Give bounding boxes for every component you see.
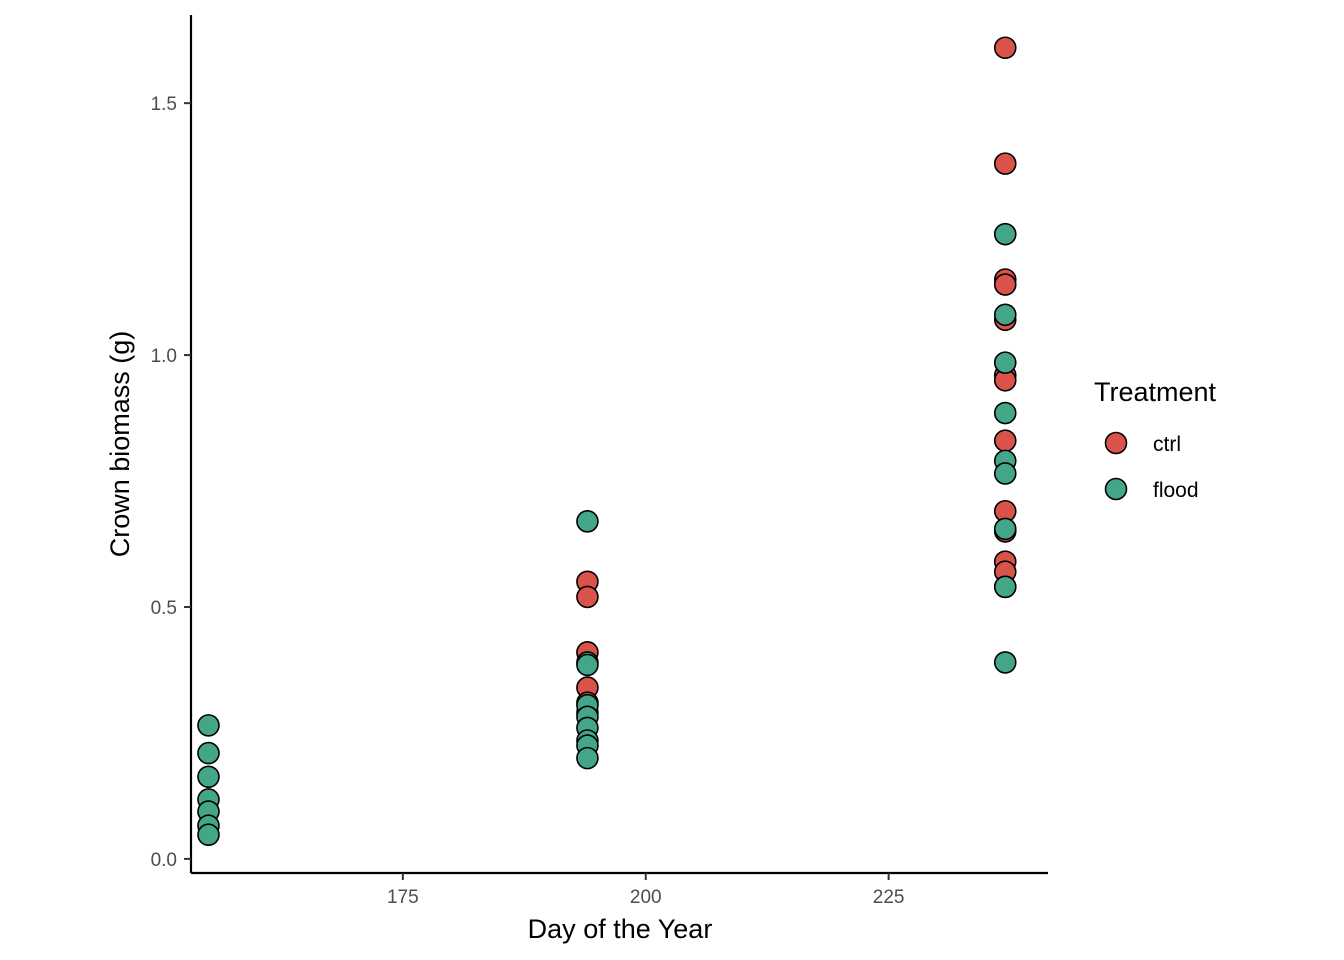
y-tick-label: 0.0	[151, 850, 177, 871]
legend-key-ctrl	[1104, 431, 1128, 455]
axes-layer	[189, 15, 1048, 875]
data-point-ctrl	[993, 273, 1017, 296]
data-point-flood	[197, 765, 220, 789]
data-point-flood	[993, 351, 1017, 374]
x-ticks: 175 200 225	[387, 873, 905, 908]
legend-label-ctrl: ctrl	[1153, 433, 1181, 456]
data-point-flood	[993, 517, 1017, 541]
data-point-flood	[993, 303, 1017, 327]
y-tick-label: 1.5	[151, 94, 177, 115]
x-tick-label: 175	[387, 887, 419, 908]
data-point-ctrl	[993, 152, 1017, 175]
data-point-ctrl	[993, 36, 1017, 60]
legend-key-flood	[1104, 477, 1128, 501]
data-point-flood	[197, 741, 220, 765]
data-point-flood	[197, 823, 220, 847]
data-point-flood	[197, 714, 220, 737]
data-point-ctrl	[576, 585, 599, 609]
legend: Treatment ctrl flood	[1094, 377, 1217, 502]
y-tick-label: 0.5	[151, 598, 177, 619]
x-tick-label: 200	[630, 887, 662, 908]
data-point-flood	[993, 651, 1017, 674]
points-layer	[197, 36, 1017, 847]
x-tick-label: 225	[873, 887, 905, 908]
data-point-flood	[993, 462, 1017, 485]
data-point-flood	[993, 222, 1017, 246]
data-point-flood	[993, 575, 1017, 599]
data-point-ctrl	[993, 429, 1017, 453]
data-point-flood	[576, 746, 599, 770]
data-point-flood	[576, 653, 599, 677]
legend-label-flood: flood	[1153, 479, 1199, 502]
x-axis-title: Day of the Year	[528, 914, 713, 944]
y-axis-title: Crown biomass (g)	[105, 331, 135, 558]
data-point-flood	[576, 510, 599, 533]
y-ticks: 0.0 0.5 1.0 1.5	[151, 94, 191, 871]
legend-title: Treatment	[1094, 377, 1217, 407]
data-point-flood	[993, 401, 1017, 425]
y-tick-label: 1.0	[151, 346, 177, 367]
